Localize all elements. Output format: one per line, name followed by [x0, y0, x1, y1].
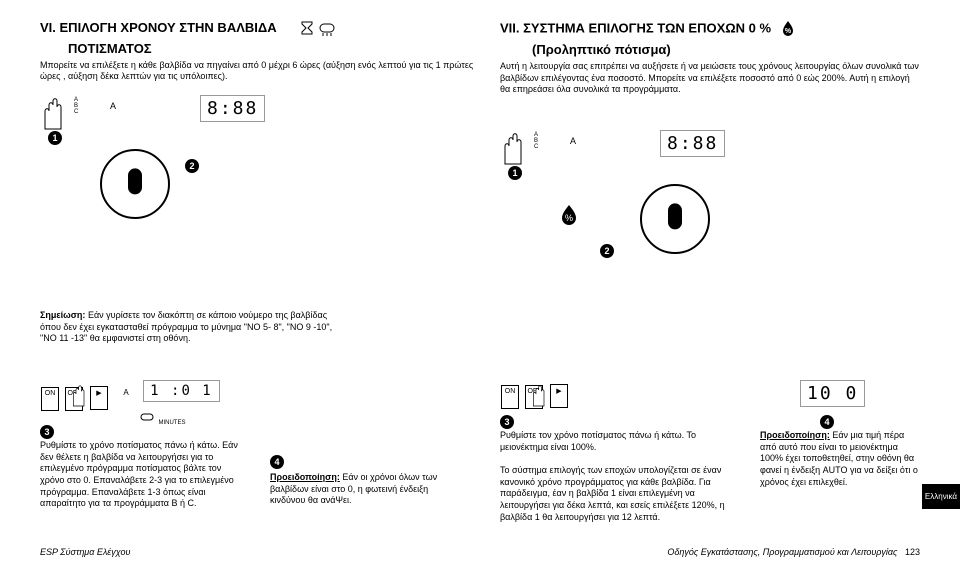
section7-warn: Προειδοποίηση: Εάν μια τιμή πέρα από αυτ…: [760, 430, 920, 488]
bullet-1: 1: [48, 131, 62, 145]
section6-sub: ΠΟΤΙΣΜΑΤΟΣ: [40, 41, 480, 56]
dial-icon: [640, 184, 710, 254]
bullet-4: 4: [270, 455, 284, 469]
hand-icon: [70, 380, 90, 408]
hand-icon: [530, 380, 550, 408]
section6-body: Μπορείτε να επιλέξετε η κάθε βαλβίδα να …: [40, 60, 480, 83]
hourglass-icon: [300, 21, 314, 37]
bullet-3r: 3: [500, 415, 514, 429]
segment-display-2r: 10 0: [800, 380, 865, 407]
a-label: A: [570, 136, 576, 146]
section6-para3: Ρυθμίστε το χρόνο ποτίσματος πάνω ή κάτω…: [40, 440, 240, 510]
rain-icon: [140, 412, 154, 424]
section6-note: Σημείωση: Σημείωση: Εάν γυρίσετε τον δια…: [40, 310, 340, 345]
drop-percent-icon: %: [781, 20, 795, 38]
bullet-1r: 1: [508, 166, 522, 180]
on-button[interactable]: ON: [41, 387, 59, 411]
arrow-button[interactable]: ▶: [550, 384, 568, 408]
abc-label: A B C: [74, 97, 78, 115]
segment-display-1: 8:88: [200, 95, 265, 122]
abc-label: A B C: [534, 132, 538, 150]
rain-icon: [318, 21, 336, 37]
svg-text:%: %: [785, 28, 792, 35]
bullet-2: 2: [185, 159, 199, 173]
section6-heading: VI. ΕΠΙΛΟΓΗ ΧΡΟΝΟΥ ΣΤΗΝ ΒΑΛΒΙΔΑ: [40, 20, 480, 37]
section7-sub: (Προληπτικό πότισμα): [500, 42, 920, 57]
dial-icon: [100, 149, 170, 219]
language-tab: Ελληνικά: [922, 484, 960, 509]
svg-text:%: %: [565, 213, 573, 223]
section7-heading: VII. ΣΥΣΤΗΜΑ ΕΠΙΛΟΓΗΣ ΤΩΝ ΕΠΟΧΩΝ 0 % %: [500, 20, 920, 38]
drop-percent-icon: %: [560, 204, 578, 226]
footer-right: Οδηγός Εγκατάστασης, Προγραμματισμού και…: [667, 547, 920, 557]
section7-para3: Ρυθμίστε τον χρόνο ποτίσματος πάνω ή κάτ…: [500, 430, 730, 524]
bullet-2r: 2: [600, 244, 614, 258]
arrow-button[interactable]: ▶: [90, 386, 108, 410]
section7-body: Αυτή η λειτουργία σας επιτρέπει να αυξήσ…: [500, 61, 920, 96]
bullet-4r: 4: [820, 415, 834, 429]
on-button[interactable]: ON: [501, 385, 519, 409]
segment-display-1r: 8:88: [660, 130, 725, 157]
bullet-3: 3: [40, 425, 54, 439]
hand-icon: [500, 126, 530, 166]
section6-warn4: Προειδοποίηση: Εάν οι χρόνοι όλων των βα…: [270, 472, 450, 507]
segment-display-2: 1 :0 1: [143, 380, 220, 402]
footer-left: ESP Σύστημα Ελέγχου: [40, 547, 130, 557]
a-label: A: [123, 388, 128, 397]
minutes-label: MINUTES: [158, 420, 185, 426]
hand-icon: [40, 91, 70, 131]
a-label: A: [110, 101, 116, 111]
